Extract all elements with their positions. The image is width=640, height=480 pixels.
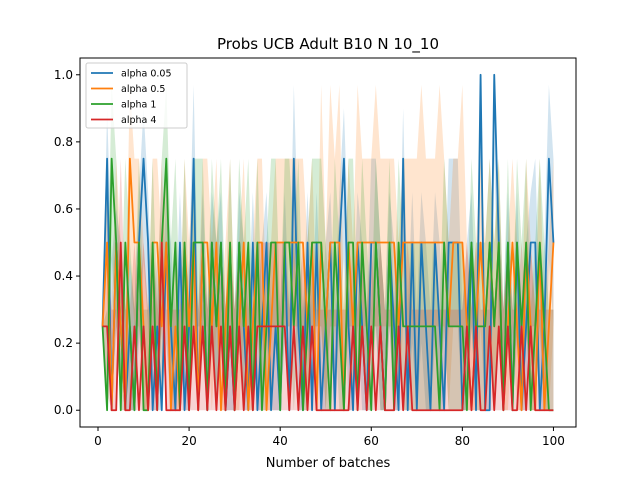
chart-title: Probs UCB Adult B10 N 10_10: [217, 35, 439, 54]
legend-label-3: alpha 4: [121, 115, 156, 126]
band-series-2: [102, 84, 554, 411]
x-tick-label: 40: [273, 434, 288, 448]
line-series-2: [101, 157, 554, 412]
legend-label-0: alpha 0.05: [121, 69, 172, 80]
y-tick-label: 0.0: [54, 403, 73, 417]
band-series-0: [102, 74, 554, 411]
series-lines: [101, 73, 555, 412]
x-axis-ticks: 0 20 40 60 80 100: [94, 427, 565, 448]
y-tick-label: 0.4: [54, 269, 73, 283]
x-tick-label: 0: [94, 434, 102, 448]
x-axis-label: Number of batches: [266, 456, 391, 471]
x-tick-label: 80: [455, 434, 470, 448]
y-tick-label: 0.6: [54, 202, 73, 216]
x-tick-label: 100: [542, 434, 565, 448]
line-series-3: [102, 241, 554, 412]
x-tick-label: 20: [181, 434, 196, 448]
legend: alpha 0.05 alpha 0.5 alpha 1 alpha 4: [85, 62, 188, 129]
y-tick-label: 0.2: [54, 336, 73, 350]
legend-label-2: alpha 1: [121, 100, 156, 111]
y-tick-label: 0.8: [54, 135, 73, 149]
y-tick-label: 1.0: [54, 68, 73, 82]
y-axis-ticks: 0.0 0.2 0.4 0.6 0.8 1.0: [54, 68, 80, 417]
line-series-1: [101, 157, 555, 412]
plot-frame: [79, 57, 577, 428]
legend-label-1: alpha 0.5: [121, 84, 165, 95]
x-tick-label: 60: [364, 434, 379, 448]
legend-box: [85, 62, 188, 129]
band-series-1: [102, 84, 554, 411]
